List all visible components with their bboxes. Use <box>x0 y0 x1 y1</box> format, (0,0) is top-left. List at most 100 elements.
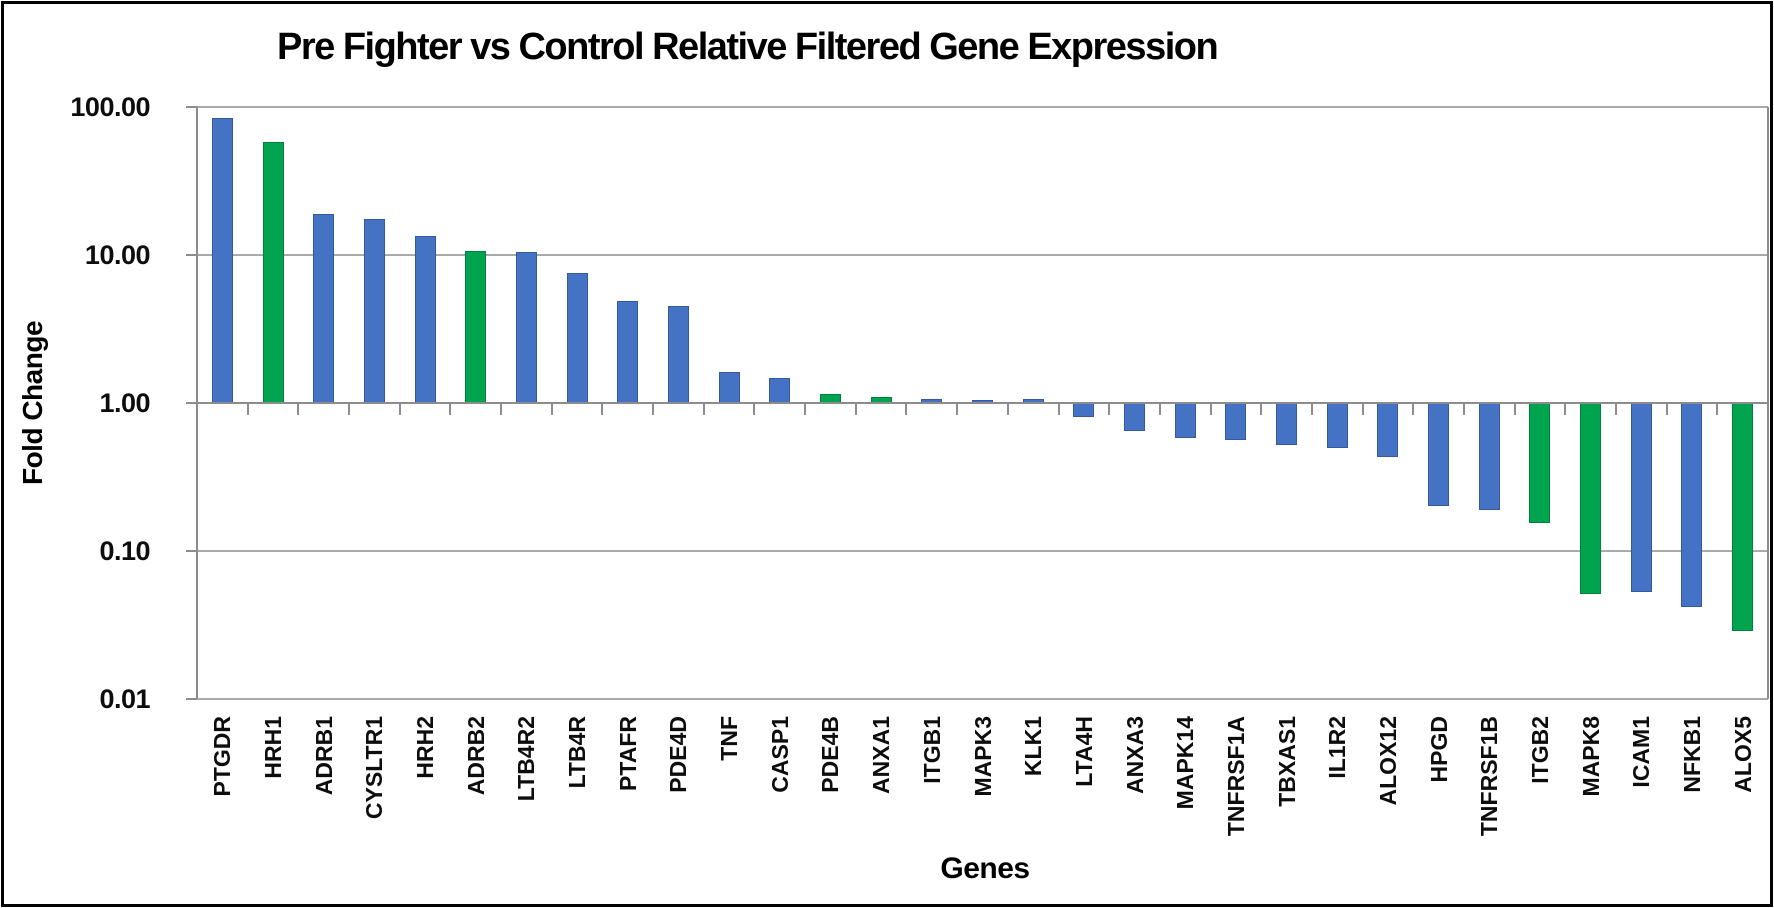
x-tick-label-ADRB2: ADRB2 <box>462 716 489 796</box>
x-axis-tick <box>1716 403 1719 415</box>
x-axis-tick <box>449 403 452 415</box>
x-tick-label-PTGDR: PTGDR <box>209 716 236 797</box>
chart-title: Pre Fighter vs Control Relative Filtered… <box>277 26 1219 68</box>
x-tick-label-CASP1: CASP1 <box>766 716 793 793</box>
bar-TBXAS1 <box>1276 403 1298 446</box>
x-axis-tick <box>348 403 351 415</box>
x-axis-tick <box>753 403 756 415</box>
x-tick-label-ANXA1: ANXA1 <box>868 716 895 794</box>
x-axis-tick <box>1767 403 1769 415</box>
x-axis-tick <box>550 403 553 415</box>
bar-HPGD <box>1428 403 1450 507</box>
y-tick-label-100.00: 100.00 <box>70 92 150 122</box>
bar-ALOX12 <box>1377 403 1399 458</box>
x-axis-tick <box>1665 403 1668 415</box>
x-tick-label-ALOX5: ALOX5 <box>1729 716 1756 793</box>
x-axis-tick <box>1310 403 1313 415</box>
x-axis-tick <box>297 403 300 415</box>
x-tick-label-HRH1: HRH1 <box>260 716 287 779</box>
x-axis-tick <box>1361 403 1364 415</box>
bar-CASP1 <box>769 378 791 403</box>
x-tick-label-TBXAS1: TBXAS1 <box>1273 716 1300 807</box>
x-tick-label-TNF: TNF <box>716 716 743 761</box>
x-tick-label-ADRB1: ADRB1 <box>310 716 337 796</box>
x-tick-label-TNFRSF1B: TNFRSF1B <box>1476 716 1503 837</box>
x-tick-label-LTB4R2: LTB4R2 <box>513 716 540 802</box>
x-axis-tick <box>1006 403 1009 415</box>
x-tick-label-HPGD: HPGD <box>1425 716 1452 783</box>
bar-TNFRSF1B <box>1478 403 1500 510</box>
x-tick-label-ALOX12: ALOX12 <box>1374 716 1401 806</box>
bar-TNFRSF1A <box>1225 403 1247 441</box>
x-tick-label-IL1R2: IL1R2 <box>1324 716 1351 779</box>
x-tick-label-KLK1: KLK1 <box>1020 716 1047 777</box>
x-tick-label-PDE4B: PDE4B <box>817 716 844 793</box>
bar-LTA4H <box>1073 403 1095 417</box>
x-tick-label-ITGB2: ITGB2 <box>1526 716 1553 784</box>
x-axis-tick <box>1564 403 1567 415</box>
y-axis-tick <box>186 402 197 404</box>
y-axis-tick <box>186 550 197 552</box>
x-tick-label-MAPK14: MAPK14 <box>1172 716 1199 810</box>
x-tick-label-HRH2: HRH2 <box>412 716 439 779</box>
x-axis-tick <box>1209 403 1212 415</box>
x-tick-label-MAPK3: MAPK3 <box>969 716 996 797</box>
x-axis-tick <box>1614 403 1617 415</box>
x-axis-tick <box>1412 403 1415 415</box>
bar-HRH2 <box>414 235 436 403</box>
y-axis-tick <box>186 254 197 256</box>
y-tick-label-0.10: 0.10 <box>99 536 150 566</box>
x-axis-tick <box>246 403 249 415</box>
bar-LTB4R <box>566 273 588 403</box>
bar-PTGDR <box>211 118 233 403</box>
y-tick-label-10.00: 10.00 <box>84 240 151 270</box>
x-tick-label-PDE4D: PDE4D <box>665 716 692 793</box>
x-axis-tick <box>1513 403 1516 415</box>
x-tick-label-ITGB1: ITGB1 <box>918 716 945 784</box>
x-axis-tick <box>500 403 503 415</box>
x-tick-label-CYSLTR1: CYSLTR1 <box>361 716 388 820</box>
x-axis-tick <box>905 403 908 415</box>
gridline-0.01 <box>197 698 1768 700</box>
bar-ADRB2 <box>465 251 487 403</box>
bar-ICAM1 <box>1630 403 1652 592</box>
x-axis-tick <box>398 403 401 415</box>
x-axis-line <box>197 402 1768 404</box>
bar-NFKB1 <box>1681 403 1703 607</box>
x-axis-tick <box>956 403 959 415</box>
x-axis-tick <box>1057 403 1060 415</box>
gridline-100.00 <box>197 106 1768 108</box>
bar-MAPK8 <box>1580 403 1602 595</box>
bar-LTB4R2 <box>515 252 537 403</box>
x-tick-label-ICAM1: ICAM1 <box>1628 716 1655 788</box>
x-axis-tick <box>1108 403 1111 415</box>
y-axis-tick <box>186 698 197 700</box>
x-axis-tick <box>601 403 604 415</box>
bar-TNF <box>718 371 740 403</box>
x-tick-label-NFKB1: NFKB1 <box>1678 716 1705 793</box>
x-axis-tick <box>854 403 857 415</box>
bar-IL1R2 <box>1326 403 1348 448</box>
x-axis-tick <box>804 403 807 415</box>
x-tick-label-LTB4R: LTB4R <box>564 716 591 789</box>
x-axis-tick <box>702 403 705 415</box>
y-tick-label-1.00: 1.00 <box>99 388 150 418</box>
bar-ANXA3 <box>1124 403 1146 431</box>
x-tick-label-LTA4H: LTA4H <box>1070 716 1097 787</box>
x-tick-label-ANXA3: ANXA3 <box>1121 716 1148 794</box>
y-axis-tick <box>186 106 197 108</box>
gridline-10.00 <box>197 254 1768 256</box>
bar-HRH1 <box>262 142 284 403</box>
bar-CYSLTR1 <box>363 219 385 403</box>
bar-ITGB2 <box>1529 403 1551 523</box>
bar-MAPK14 <box>1174 403 1196 438</box>
bar-ALOX5 <box>1732 403 1754 631</box>
bar-PDE4D <box>667 306 689 403</box>
x-axis-tick <box>1462 403 1465 415</box>
bar-PTAFR <box>617 300 639 403</box>
x-tick-label-MAPK8: MAPK8 <box>1577 716 1604 797</box>
x-axis-title: Genes <box>940 852 1030 885</box>
gridline-0.10 <box>197 550 1768 552</box>
x-axis-tick <box>652 403 655 415</box>
